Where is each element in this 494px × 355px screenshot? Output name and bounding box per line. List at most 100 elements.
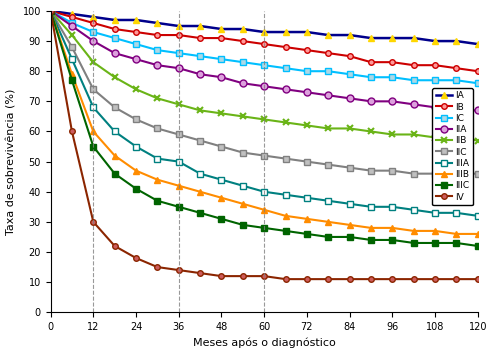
IC bbox=[155, 48, 161, 52]
IIIB bbox=[475, 232, 481, 236]
IV bbox=[368, 277, 374, 281]
IIC bbox=[176, 132, 182, 137]
IIIA bbox=[389, 205, 395, 209]
IC bbox=[326, 69, 331, 73]
IIA bbox=[155, 63, 161, 67]
IIIB bbox=[155, 178, 161, 182]
IIC bbox=[326, 163, 331, 167]
IIA bbox=[261, 84, 267, 88]
IV bbox=[197, 271, 203, 275]
IA bbox=[176, 24, 182, 28]
IIIB bbox=[283, 214, 288, 218]
IIA bbox=[112, 51, 118, 55]
IC bbox=[90, 30, 96, 34]
IIIB bbox=[326, 220, 331, 224]
IIA bbox=[47, 9, 53, 13]
IIIB bbox=[347, 223, 353, 227]
IIC bbox=[155, 126, 161, 131]
IC bbox=[411, 78, 416, 82]
IIB bbox=[304, 123, 310, 127]
IA bbox=[475, 42, 481, 46]
IIB bbox=[432, 135, 438, 140]
IIIB bbox=[368, 226, 374, 230]
IIB bbox=[240, 114, 246, 119]
IIB bbox=[411, 132, 416, 137]
IIC bbox=[90, 87, 96, 92]
IIA bbox=[69, 24, 75, 28]
IA bbox=[197, 24, 203, 28]
IIC bbox=[475, 171, 481, 176]
IV bbox=[475, 277, 481, 281]
IA bbox=[326, 33, 331, 37]
IV bbox=[453, 277, 459, 281]
IIIC bbox=[240, 223, 246, 227]
IIB bbox=[176, 102, 182, 106]
IB bbox=[368, 60, 374, 64]
IA bbox=[47, 9, 53, 13]
IIB bbox=[47, 9, 53, 13]
IV bbox=[432, 277, 438, 281]
IIIB bbox=[90, 129, 96, 133]
IA bbox=[368, 36, 374, 40]
IB bbox=[133, 30, 139, 34]
IA bbox=[432, 39, 438, 43]
IIIA bbox=[411, 208, 416, 212]
Legend: IA, IB, IC, IIA, IIB, IIC, IIIA, IIIB, IIIC, IV: IA, IB, IC, IIA, IIB, IIC, IIIA, IIIB, I… bbox=[432, 88, 473, 205]
IIA bbox=[218, 75, 224, 80]
IIIC bbox=[155, 199, 161, 203]
IIIC bbox=[347, 235, 353, 239]
IIIA bbox=[112, 129, 118, 133]
IIIB bbox=[261, 208, 267, 212]
IV bbox=[283, 277, 288, 281]
IV bbox=[389, 277, 395, 281]
IB bbox=[304, 48, 310, 52]
IV bbox=[155, 265, 161, 269]
Line: IIB: IIB bbox=[47, 7, 481, 144]
IIIA bbox=[240, 184, 246, 188]
IIIC bbox=[197, 211, 203, 215]
IV bbox=[69, 129, 75, 133]
IIIC bbox=[218, 217, 224, 221]
IC bbox=[304, 69, 310, 73]
Line: IA: IA bbox=[47, 7, 481, 48]
IV bbox=[326, 277, 331, 281]
IIB bbox=[389, 132, 395, 137]
IC bbox=[112, 36, 118, 40]
IIC bbox=[283, 157, 288, 161]
IIA bbox=[283, 87, 288, 92]
IB bbox=[240, 39, 246, 43]
IIB bbox=[218, 111, 224, 115]
IIA bbox=[326, 93, 331, 98]
IIIA bbox=[475, 214, 481, 218]
IIA bbox=[133, 57, 139, 61]
IIIA bbox=[261, 190, 267, 194]
IIA bbox=[304, 90, 310, 94]
IB bbox=[411, 63, 416, 67]
IIIA bbox=[133, 144, 139, 149]
IA bbox=[453, 39, 459, 43]
IA bbox=[240, 27, 246, 31]
IIIB bbox=[176, 184, 182, 188]
IA bbox=[347, 33, 353, 37]
IV bbox=[90, 220, 96, 224]
IIIC bbox=[261, 226, 267, 230]
IA bbox=[218, 27, 224, 31]
IA bbox=[389, 36, 395, 40]
Line: IB: IB bbox=[48, 8, 481, 74]
IIIC bbox=[133, 187, 139, 191]
IC bbox=[69, 21, 75, 25]
IB bbox=[47, 9, 53, 13]
IV bbox=[176, 268, 182, 272]
IIIB bbox=[69, 72, 75, 76]
IIIB bbox=[453, 232, 459, 236]
IIIA bbox=[176, 159, 182, 164]
IIIC bbox=[69, 78, 75, 82]
IIIA bbox=[47, 9, 53, 13]
IIIA bbox=[197, 171, 203, 176]
IIIC bbox=[453, 241, 459, 245]
IIIC bbox=[389, 238, 395, 242]
IIB bbox=[155, 96, 161, 100]
Line: IIC: IIC bbox=[48, 8, 481, 176]
IIIB bbox=[389, 226, 395, 230]
IIC bbox=[368, 169, 374, 173]
